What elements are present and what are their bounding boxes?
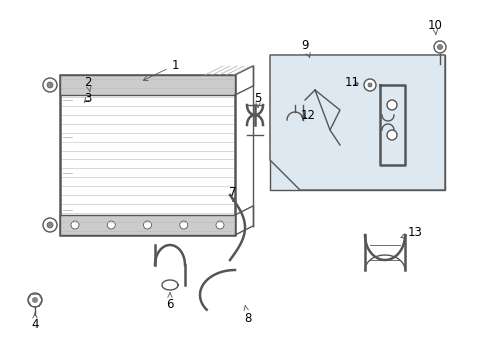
Circle shape xyxy=(71,221,79,229)
Text: 4: 4 xyxy=(31,313,39,332)
Text: 10: 10 xyxy=(427,18,442,35)
Circle shape xyxy=(107,221,115,229)
Circle shape xyxy=(386,100,396,110)
Circle shape xyxy=(386,130,396,140)
Circle shape xyxy=(437,45,442,50)
FancyBboxPatch shape xyxy=(269,55,444,190)
Circle shape xyxy=(363,79,375,91)
Circle shape xyxy=(367,83,371,87)
Circle shape xyxy=(180,221,187,229)
Circle shape xyxy=(47,222,53,228)
FancyBboxPatch shape xyxy=(60,75,235,235)
Text: 5: 5 xyxy=(254,91,261,107)
Circle shape xyxy=(43,78,57,92)
Circle shape xyxy=(47,82,53,88)
Text: 1: 1 xyxy=(143,59,179,80)
Text: 11: 11 xyxy=(344,76,359,89)
Circle shape xyxy=(28,293,42,307)
Polygon shape xyxy=(269,55,444,190)
Bar xyxy=(60,75,235,95)
Text: 9: 9 xyxy=(301,39,309,57)
Text: 8: 8 xyxy=(244,306,251,324)
Text: 6: 6 xyxy=(166,293,173,311)
Text: 12: 12 xyxy=(300,108,315,122)
Text: 2: 2 xyxy=(84,76,92,91)
Circle shape xyxy=(216,221,224,229)
Bar xyxy=(60,215,235,235)
Circle shape xyxy=(32,297,38,303)
Text: 13: 13 xyxy=(400,225,422,239)
Circle shape xyxy=(43,218,57,232)
Circle shape xyxy=(143,221,151,229)
Text: 7: 7 xyxy=(229,185,236,202)
Circle shape xyxy=(433,41,445,53)
Text: 3: 3 xyxy=(84,91,92,104)
